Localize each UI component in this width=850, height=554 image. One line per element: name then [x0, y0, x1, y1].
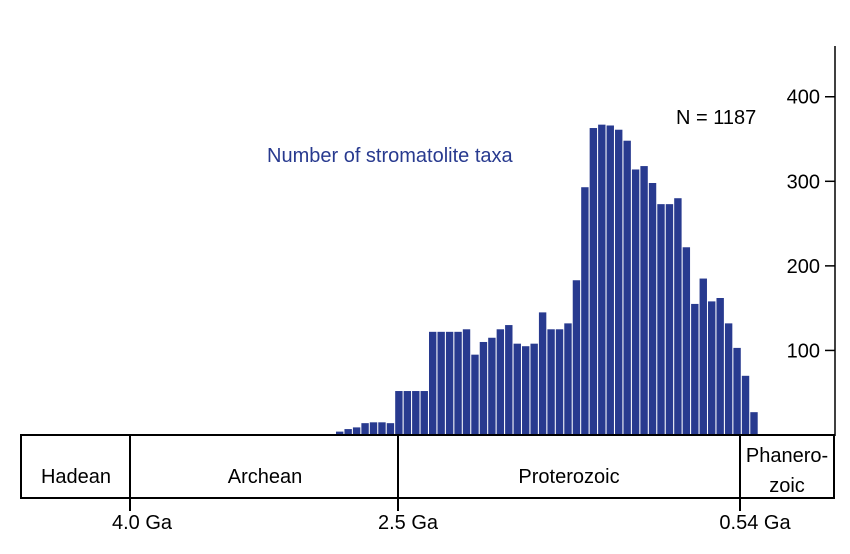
bar: [682, 247, 691, 435]
bar: [437, 331, 445, 435]
bar: [615, 129, 623, 435]
bar: [657, 204, 665, 435]
bar: [412, 391, 420, 435]
y-tick-label: 300: [787, 171, 820, 193]
bar: [538, 312, 547, 435]
y-tick-label: 400: [787, 87, 820, 109]
y-tick-label: 200: [787, 256, 820, 278]
bar: [640, 166, 648, 435]
bar: [555, 329, 564, 435]
bar: [665, 204, 674, 435]
bar: [708, 301, 716, 435]
timeline-box: [20, 434, 835, 499]
bar: [572, 280, 581, 435]
bar: [479, 341, 488, 435]
bar: [488, 337, 496, 435]
bar: [691, 303, 699, 435]
eon-label-proterozoic: Proterozoic: [518, 466, 619, 488]
bar: [522, 346, 530, 435]
bar: [445, 331, 454, 435]
bar: [581, 187, 589, 435]
bar: [378, 422, 386, 435]
bar: [589, 128, 598, 435]
eon-label-phanerozoic-line2: zoic: [769, 475, 805, 497]
bars-group: [336, 124, 758, 436]
eon-label-hadean: Hadean: [41, 466, 111, 488]
bar: [420, 391, 428, 435]
bar: [699, 278, 707, 435]
eon-label-phanerozoic-line1: Phanero-: [746, 445, 828, 467]
bar: [429, 331, 437, 435]
bar: [724, 323, 733, 435]
bar: [606, 125, 614, 436]
bar: [344, 429, 352, 435]
bar: [716, 298, 724, 435]
bar: [674, 198, 682, 435]
bar: [598, 124, 606, 436]
bar: [496, 329, 505, 435]
bar: [631, 169, 640, 435]
bar: [547, 329, 555, 435]
bar: [352, 427, 361, 435]
bar: [361, 423, 369, 435]
age-label-2-5: 2.5 Ga: [378, 512, 439, 534]
bar: [471, 354, 479, 435]
bar: [403, 391, 412, 435]
bar: [564, 323, 572, 435]
age-label-0-54: 0.54 Ga: [719, 512, 791, 534]
bar: [623, 140, 631, 435]
bar: [741, 375, 750, 435]
age-label-4-0: 4.0 Ga: [112, 512, 173, 534]
bar: [513, 343, 521, 435]
bar: [505, 325, 513, 435]
chart-title: Number of stromatolite taxa: [267, 145, 514, 167]
bar: [733, 347, 741, 435]
bar: [386, 423, 395, 435]
bar: [530, 343, 538, 435]
bar: [336, 431, 344, 435]
bar: [750, 412, 758, 435]
bar: [369, 422, 378, 435]
count-annotation: N = 1187: [676, 107, 756, 129]
bar: [454, 331, 462, 435]
bar: [462, 329, 471, 435]
y-ticks-group: 100 200 300 400: [787, 87, 835, 362]
bar: [648, 183, 657, 435]
y-tick-label: 100: [787, 340, 820, 362]
bar: [395, 391, 403, 435]
eon-label-archean: Archean: [228, 466, 303, 488]
